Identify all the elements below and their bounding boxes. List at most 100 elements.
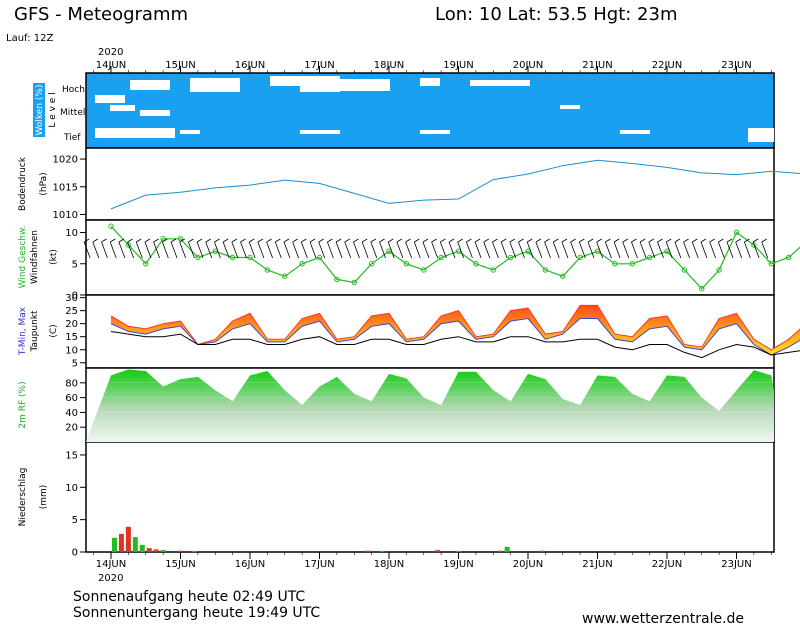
- temp-ylabel3: Taupunkt: [30, 310, 40, 353]
- y-tick-label-pressure: 1015: [53, 182, 78, 193]
- wind-speed-point: [560, 273, 566, 279]
- wind-speed-point: [751, 242, 757, 248]
- wind-barb: [231, 241, 239, 259]
- wind-barb-flag: [483, 238, 489, 243]
- wind-barb-flag: [370, 238, 377, 243]
- wind-barb: [379, 241, 386, 259]
- wind-barb: [613, 241, 621, 259]
- wind-barb-flag: [448, 238, 455, 243]
- cloud-ylabel2: L e v e l: [48, 92, 58, 127]
- wind-barb: [509, 241, 517, 259]
- wind-panel: [85, 219, 775, 296]
- wind-barb: [196, 241, 204, 259]
- wind-speed-point: [247, 254, 253, 261]
- wind-barb-flag: [674, 238, 681, 243]
- wind-barb: [92, 241, 100, 259]
- wind-barb: [205, 241, 213, 259]
- x-tick-label-top: 22JUN: [652, 60, 682, 71]
- wind-barb: [309, 241, 317, 259]
- wind-barb: [544, 241, 551, 259]
- y-tick-label-wind: 10: [65, 228, 78, 239]
- wind-barb-flag: [179, 238, 185, 243]
- wind-barb-flag: [666, 238, 672, 243]
- wind-speed-line: [110, 225, 800, 290]
- x-tick-label-bottom: 20JUN: [513, 559, 543, 570]
- x-tick-label-bottom: 22JUN: [652, 559, 682, 570]
- wind-barb-flag: [544, 238, 550, 243]
- year-bottom: 2020: [98, 573, 123, 584]
- cloud-gap: [748, 128, 774, 142]
- wind-barb-flag: [509, 238, 516, 243]
- x-tick-label-top: 19JUN: [443, 60, 473, 71]
- wind-barb: [570, 241, 578, 259]
- wind-barb-flag: [535, 238, 542, 243]
- wind-barb: [153, 241, 161, 259]
- wind-barb-flag: [639, 238, 646, 243]
- wind-speed-point: [542, 267, 549, 273]
- y-tick-label-precipitation: 0: [72, 548, 78, 559]
- wind-barb: [518, 241, 525, 259]
- x-tick-label-top: 23JUN: [721, 60, 751, 71]
- wind-barb-flag: [631, 238, 637, 243]
- cloud-gap: [140, 110, 170, 116]
- wind-ylabel2: (kt): [49, 249, 59, 265]
- y-tick-label-temperature: 15: [65, 332, 78, 343]
- year-top: 2020: [98, 47, 123, 58]
- site-credit: www.wetterzentrale.de: [582, 611, 744, 625]
- cloud-gap: [130, 80, 170, 90]
- cloud-gap: [95, 128, 175, 138]
- wind-barb-flag: [127, 238, 133, 243]
- wind-speed-point: [195, 254, 201, 261]
- wind-barb-flag: [579, 238, 585, 243]
- wind-speed-point: [699, 286, 705, 292]
- wind-speed-point: [212, 248, 218, 254]
- wind-barb-flag: [353, 238, 359, 243]
- precipitation-panel: [85, 441, 775, 553]
- wind-barb-flag: [553, 238, 559, 243]
- precip-ylabel2: (mm): [39, 485, 49, 510]
- wind-ylabel3: Windfahnen: [30, 230, 40, 284]
- wind-barb: [431, 241, 439, 259]
- wind-barb: [726, 241, 734, 259]
- wind-speed-point: [421, 267, 427, 273]
- wind-speed-point: [299, 261, 305, 267]
- wind-barb-flag: [170, 238, 177, 243]
- wind-barb-flag: [292, 238, 298, 243]
- wind-speed-point: [733, 229, 740, 236]
- wind-barb-flag: [249, 238, 255, 243]
- wind-speed-point: [785, 254, 792, 261]
- wind-barb-flag: [92, 238, 99, 243]
- wind-barb: [466, 241, 473, 259]
- wind-barb-flag: [240, 238, 246, 243]
- wind-barb: [552, 241, 560, 259]
- pressure-panel: [85, 147, 775, 221]
- wind-barb: [101, 241, 108, 259]
- cloud-level-high: Hoch: [62, 85, 85, 95]
- cloud-ylabel-group: Wolken (%): [33, 83, 45, 137]
- wind-speed-point: [646, 254, 653, 261]
- wind-barb: [561, 241, 569, 259]
- wind-barb-flag: [726, 238, 733, 243]
- wind-barb: [605, 241, 612, 259]
- wind-barb-flag: [422, 238, 429, 243]
- precip-bar: [125, 526, 131, 552]
- wind-barb-flag: [518, 238, 524, 243]
- y-tick-label-temperature: 20: [65, 319, 78, 330]
- wind-barb-flag: [657, 238, 663, 243]
- y-tick-label-temperature: 5: [72, 358, 78, 369]
- wind-barb: [596, 241, 604, 259]
- wind-barb: [292, 241, 300, 259]
- wind-barb-flag: [605, 238, 611, 243]
- wind-barb-flag: [83, 238, 90, 243]
- x-tick-label-top: 17JUN: [304, 60, 334, 71]
- wind-barb-flag: [561, 238, 568, 243]
- cloud-ylabel: Wolken (%): [35, 85, 45, 136]
- cloud-ylabel-bg: [33, 83, 45, 137]
- wind-barb: [665, 241, 673, 259]
- wind-barb-flag: [196, 238, 203, 243]
- temp-min-line: [110, 317, 800, 356]
- wind-speed-point: [681, 267, 688, 273]
- wind-barb-flag: [718, 238, 724, 243]
- wind-speed-point: [316, 254, 323, 261]
- sunrise-text: Sonnenaufgang heute 02:49 UTC: [73, 589, 305, 605]
